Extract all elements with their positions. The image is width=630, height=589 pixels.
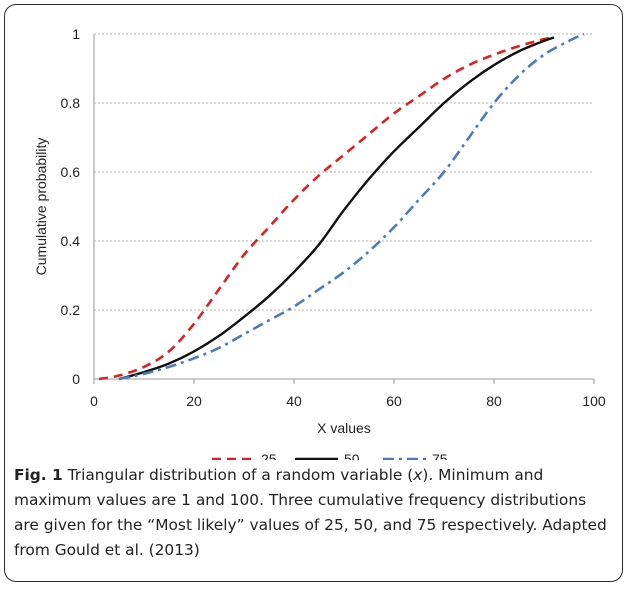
x-tick-label: 80 (486, 393, 502, 409)
x-tick-label: 100 (582, 393, 606, 409)
legend-label-75: 75 (432, 451, 448, 460)
line-chart: 0 0.2 0.4 0.6 0.8 1 0 20 40 60 80 100 X values Cumula… (33, 26, 606, 460)
figure-caption: Fig. 1 Triangular distribution of a rand… (14, 463, 614, 563)
caption-text-2: ). Minimum and maximum values are 1 and … (14, 466, 607, 559)
x-tick-label: 0 (90, 393, 98, 409)
figure-frame (4, 4, 623, 582)
y-axis-title: Cumulative probability (33, 138, 49, 276)
caption-label: Fig. 1 (14, 466, 63, 484)
x-axis-title: X values (317, 420, 371, 436)
series-line-50 (118, 36, 555, 381)
y-tick-label: 1 (72, 26, 80, 42)
y-tick-label: 0.4 (61, 233, 81, 249)
legend-label-50: 50 (344, 451, 360, 460)
y-tick-label: 0.6 (61, 164, 81, 180)
x-tick-label: 60 (386, 393, 402, 409)
series-line-25 (98, 36, 555, 381)
y-tick-label: 0.2 (61, 302, 81, 318)
caption-text-1: Triangular distribution of a random vari… (62, 466, 414, 484)
x-tick-label: 40 (286, 393, 302, 409)
y-tick-label: 0.8 (61, 95, 81, 111)
x-tick-label: 20 (186, 393, 202, 409)
legend-label-25: 25 (261, 451, 277, 460)
caption-variable: x (413, 466, 423, 484)
y-tick-label: 0 (72, 371, 80, 387)
series-line-75 (118, 32, 585, 381)
